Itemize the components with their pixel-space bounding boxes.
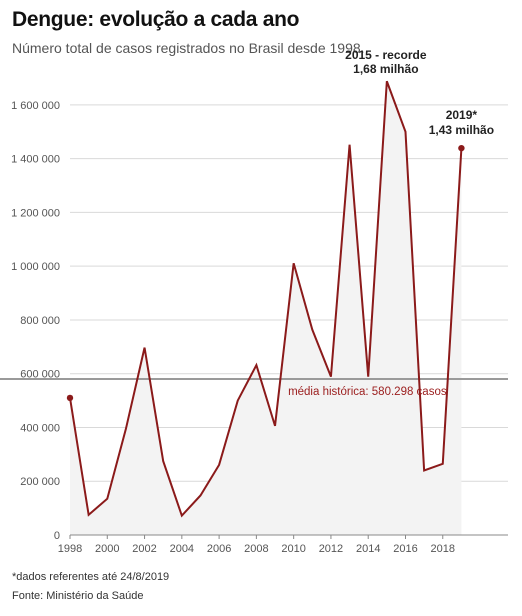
x-tick-label: 2014	[356, 543, 380, 555]
annotation-2019-line-1: 2019*	[446, 108, 478, 122]
area-fill	[70, 81, 462, 535]
series-line	[69, 80, 463, 518]
x-tick-label: 2018	[431, 543, 455, 555]
y-tick-label: 1 000 000	[11, 261, 60, 273]
x-tick-label: 2006	[207, 543, 231, 555]
x-tick-label: 2004	[170, 543, 194, 555]
x-tick-label: 2010	[281, 543, 305, 555]
x-tick-label: 2002	[132, 543, 156, 555]
annotation-2015-line-1: 2015 - recorde	[345, 48, 427, 62]
y-tick-label: 0	[54, 530, 60, 542]
chart-title: Dengue: evolução a cada ano	[12, 8, 300, 31]
average-label: média histórica: 580.298 casos	[288, 386, 447, 398]
y-tick-label: 1 200 000	[11, 207, 60, 219]
y-tick-label: 400 000	[20, 422, 60, 434]
x-tick-label: 2000	[95, 543, 119, 555]
source-note: Fonte: Ministério da Saúde	[12, 590, 144, 602]
annotation-2015-line-2: 1,68 milhão	[353, 62, 418, 76]
y-tick-label: 600 000	[20, 369, 60, 381]
y-tick-label: 1 600 000	[11, 100, 60, 112]
dengue-line-chart: 0 200 000 400 000 600 000 800 000 1 000 000 1 …	[0, 48, 508, 555]
y-tick-label: 800 000	[20, 315, 60, 327]
chart-subtitle: Número total de casos registrados no Bra…	[12, 40, 365, 56]
x-tick-label: 2008	[244, 543, 268, 555]
data-point-2019	[458, 144, 465, 152]
y-tick-label: 200 000	[20, 476, 60, 488]
y-tick-label: 1 400 000	[11, 154, 60, 166]
x-tick-label: 2012	[319, 543, 343, 555]
x-tick-label: 1998	[58, 543, 82, 555]
x-tick-label: 2016	[393, 543, 417, 555]
data-point-1998	[66, 394, 74, 402]
annotation-2019-line-2: 1,43 milhão	[429, 123, 494, 137]
footnote: *dados referentes até 24/8/2019	[12, 571, 170, 583]
